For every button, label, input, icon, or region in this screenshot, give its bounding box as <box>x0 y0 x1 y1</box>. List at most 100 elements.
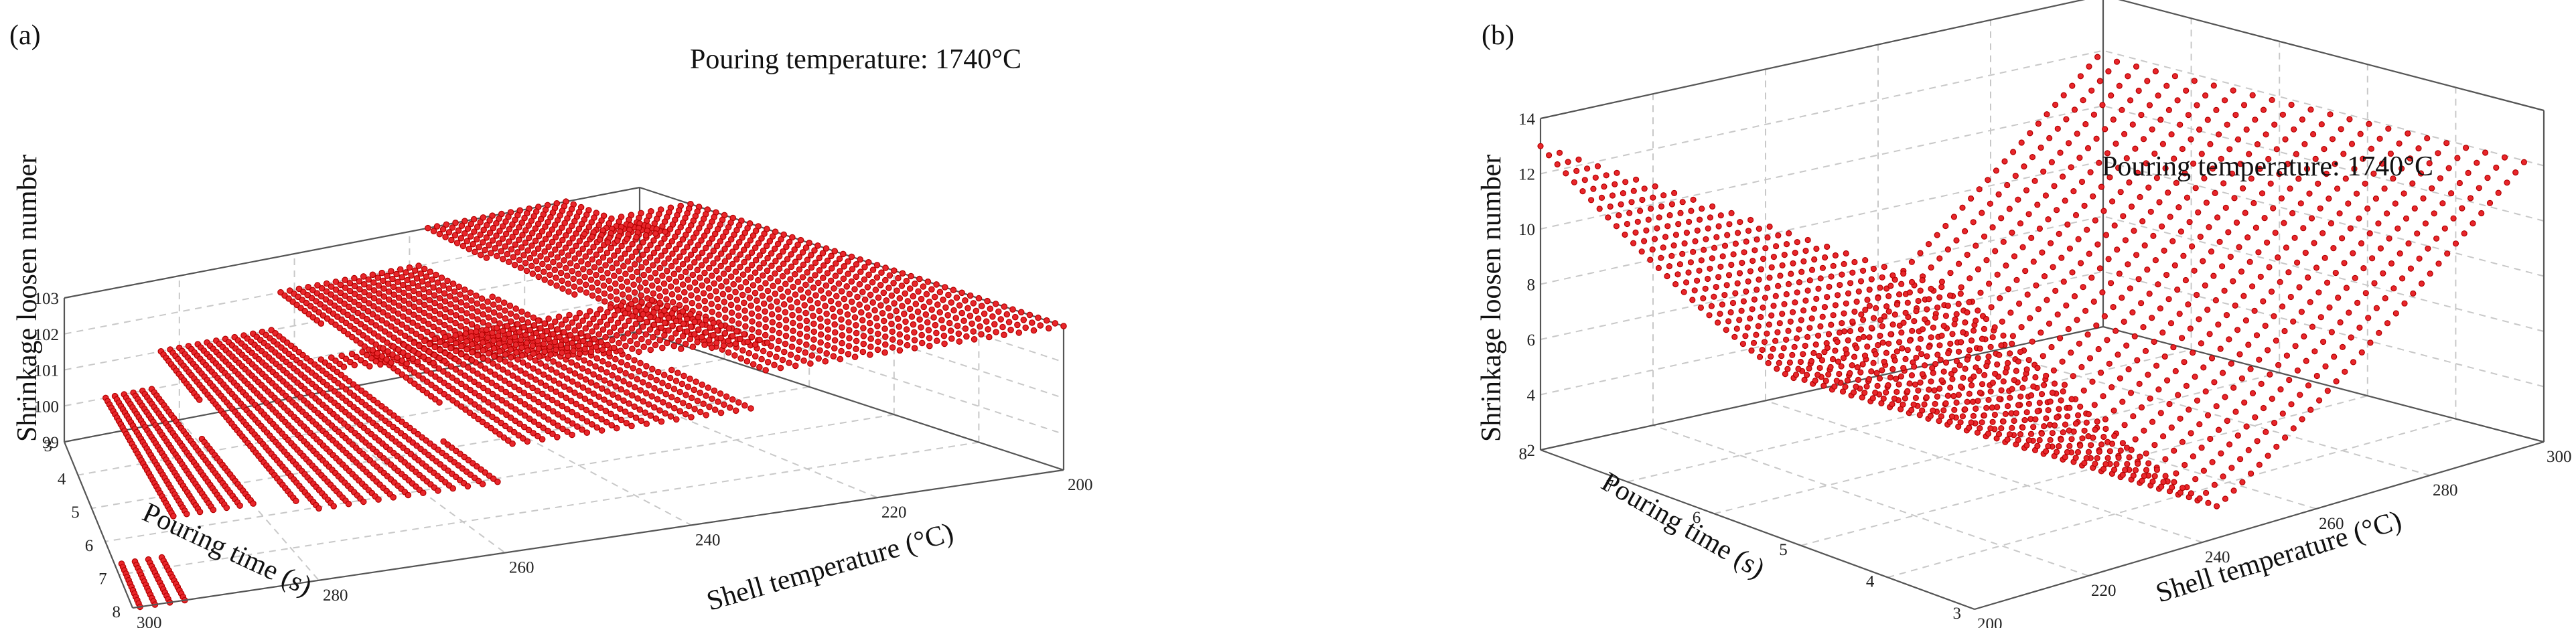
data-point <box>1014 321 1021 329</box>
data-point <box>1618 201 1624 208</box>
data-point <box>1949 331 1956 337</box>
data-point <box>326 307 332 314</box>
data-point <box>529 384 536 392</box>
data-point <box>2313 372 2320 380</box>
data-point <box>788 263 795 270</box>
data-point <box>2308 215 2315 222</box>
data-point <box>1855 376 1861 384</box>
data-point <box>1996 351 2003 358</box>
data-point <box>2135 460 2141 467</box>
data-point <box>2038 430 2045 437</box>
data-point <box>983 318 990 325</box>
data-point <box>2027 315 2033 321</box>
data-point <box>421 265 428 272</box>
data-point <box>1922 316 1928 323</box>
data-point <box>2279 111 2286 118</box>
data-point <box>2123 342 2130 349</box>
data-point <box>1728 261 1735 268</box>
data-point <box>794 299 800 306</box>
data-point <box>1729 299 1737 307</box>
data-point <box>1788 270 1794 277</box>
data-point <box>516 256 523 264</box>
data-point <box>436 399 443 406</box>
data-point <box>1891 357 1898 364</box>
data-point <box>1926 343 1932 350</box>
data-point <box>569 378 576 385</box>
data-point <box>504 369 511 376</box>
data-point <box>2138 404 2145 411</box>
data-point <box>2136 380 2143 388</box>
data-point <box>835 280 843 287</box>
data-point <box>1986 281 1993 287</box>
data-point <box>1953 399 1960 406</box>
data-point <box>2100 208 2107 214</box>
data-point <box>926 335 933 341</box>
data-point <box>2320 338 2327 345</box>
data-point <box>1717 212 1724 219</box>
data-point <box>1797 358 1804 366</box>
data-point <box>719 233 727 240</box>
data-point <box>380 301 387 308</box>
data-point <box>544 394 551 400</box>
data-point <box>591 335 598 343</box>
data-point <box>924 319 931 326</box>
data-point <box>603 369 610 376</box>
data-point <box>1938 284 1945 291</box>
data-point <box>2203 489 2210 496</box>
data-point <box>699 321 706 328</box>
data-point <box>2296 284 2303 291</box>
data-point <box>2015 196 2021 203</box>
data-point <box>2084 331 2091 338</box>
data-point <box>447 363 455 370</box>
data-point <box>561 256 567 264</box>
data-point <box>2202 282 2208 289</box>
data-point <box>2264 239 2271 246</box>
data-point <box>196 508 204 516</box>
data-point <box>932 321 939 329</box>
data-point <box>1915 345 1922 352</box>
data-point <box>2028 234 2035 241</box>
data-point <box>449 374 456 381</box>
data-point <box>609 372 616 379</box>
data-point <box>1985 177 1991 183</box>
data-point <box>1902 309 1909 316</box>
data-point <box>774 240 782 248</box>
data-point <box>2074 131 2080 137</box>
data-point <box>499 235 506 242</box>
data-point <box>1694 227 1701 234</box>
data-point <box>586 360 593 367</box>
data-point <box>703 277 711 284</box>
data-point <box>1895 381 1902 388</box>
data-point <box>341 300 348 307</box>
data-point <box>2076 155 2083 161</box>
data-point <box>1590 185 1597 192</box>
data-point <box>708 301 715 307</box>
data-point <box>397 266 404 273</box>
data-point <box>332 279 340 285</box>
data-point <box>567 397 575 404</box>
data-point <box>624 236 630 242</box>
data-point <box>2102 425 2109 433</box>
data-point <box>2088 274 2095 281</box>
data-point <box>732 340 739 347</box>
data-point <box>2418 281 2425 287</box>
data-point <box>504 323 511 329</box>
data-point <box>915 288 922 295</box>
data-point <box>582 376 589 383</box>
data-point <box>1849 318 1856 325</box>
data-point <box>571 255 578 262</box>
data-point <box>1035 314 1042 321</box>
data-point <box>1781 301 1788 307</box>
data-point <box>2009 229 2015 236</box>
data-point <box>1989 380 1996 386</box>
data-point <box>2069 269 2076 276</box>
data-point <box>896 331 904 338</box>
data-point <box>342 293 348 299</box>
data-point <box>1955 301 1962 307</box>
data-point <box>639 379 646 386</box>
data-point <box>616 339 622 347</box>
data-point <box>643 246 650 254</box>
data-point <box>610 252 618 259</box>
data-point <box>1973 405 1979 412</box>
data-point <box>786 238 793 246</box>
